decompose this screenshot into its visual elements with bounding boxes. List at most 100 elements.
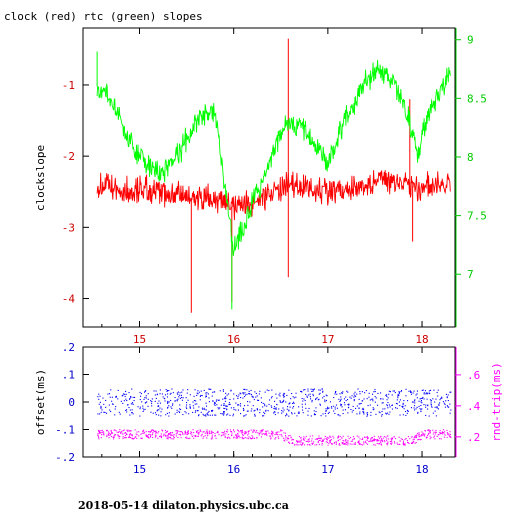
series-0-point	[99, 413, 101, 415]
series-0-point	[342, 391, 344, 393]
series-1-point	[386, 440, 388, 442]
series-0-point	[143, 409, 145, 411]
series-1-point	[326, 436, 328, 438]
series-1-point	[380, 442, 382, 444]
series-0-point	[407, 410, 409, 412]
bottom-plot: 15 16 17 18.2.10-.1-.2.6.4.2 offset(ms) rnd…	[34, 341, 503, 476]
series-0-point	[423, 404, 425, 406]
series-1-point	[169, 436, 171, 438]
series-1-point	[128, 437, 130, 439]
series-1-point	[207, 435, 209, 437]
series-1-point	[247, 434, 249, 436]
series-1-point	[241, 436, 243, 438]
series-1-point	[373, 444, 375, 446]
series-0-point	[223, 411, 225, 413]
series-0-point	[195, 410, 197, 412]
series-1-point	[201, 433, 203, 435]
series-0-point	[200, 411, 202, 413]
series-1-point	[243, 437, 245, 439]
series-1-point	[266, 433, 268, 435]
series-0-point	[410, 391, 412, 393]
series-1-point	[193, 437, 195, 439]
series-1-point	[200, 435, 202, 437]
series-0-point	[194, 411, 196, 413]
series-1-point	[414, 435, 416, 437]
series-1-point	[366, 436, 368, 438]
series-1-point	[446, 436, 448, 438]
series-1-point	[357, 440, 359, 442]
series-1-point	[135, 436, 137, 438]
series-0-point	[430, 399, 432, 401]
x-tick-label: 18	[415, 463, 428, 476]
series-0-point	[118, 411, 120, 413]
series-1-point	[204, 432, 206, 434]
series-1-point	[428, 432, 430, 434]
series-1-point	[412, 441, 414, 443]
series-1-point	[153, 430, 155, 432]
series-1-point	[140, 437, 142, 439]
series-0-point	[131, 409, 133, 411]
series-0-point	[338, 398, 340, 400]
series-1-point	[103, 434, 105, 436]
series-1-point	[333, 437, 335, 439]
series-1-point	[130, 433, 132, 435]
series-0-point	[215, 400, 217, 402]
series-0-point	[359, 411, 361, 413]
series-1-point	[270, 433, 272, 435]
series-1-point	[169, 432, 171, 434]
series-1-point	[339, 444, 341, 446]
series-1-point	[261, 430, 263, 432]
series-0-point	[180, 408, 182, 410]
series-0-point	[434, 406, 436, 408]
series-0-point	[361, 391, 363, 393]
series-0-point	[153, 390, 155, 392]
series-0-point	[147, 393, 149, 395]
series-1-point	[200, 430, 202, 432]
series-1-point	[439, 438, 441, 440]
series-0-point	[449, 391, 451, 393]
series-0-point	[125, 393, 127, 395]
series-0-point	[444, 403, 446, 405]
series-1-point	[393, 441, 395, 443]
series-1-point	[171, 432, 173, 434]
series-1-point	[198, 432, 200, 434]
series-0-point	[230, 407, 232, 409]
series-1-point	[175, 430, 177, 432]
series-1-point	[286, 437, 288, 439]
series-0-point	[159, 393, 161, 395]
series-0-point	[308, 394, 310, 396]
series-0-point	[214, 414, 216, 416]
series-0-point	[235, 409, 237, 411]
series-0-point	[392, 390, 394, 392]
series-1-point	[229, 437, 231, 439]
series-1-point	[221, 434, 223, 436]
series-1-point	[145, 434, 147, 436]
series-0-point	[302, 412, 304, 414]
series-0-point	[139, 406, 141, 408]
series-1-point	[134, 436, 136, 438]
series-0-point	[331, 407, 333, 409]
series-1-point	[284, 438, 286, 440]
series-1-point	[264, 433, 266, 435]
series-1-point	[226, 431, 228, 433]
series-1-point	[222, 432, 224, 434]
series-1-point	[417, 439, 419, 441]
series-0-point	[139, 408, 141, 410]
series-0-point	[282, 411, 284, 413]
series-0-point	[155, 397, 157, 399]
series-1-point	[284, 440, 286, 442]
series-1-point	[306, 440, 308, 442]
series-1-point	[272, 432, 274, 434]
series-0-point	[232, 415, 234, 417]
series-1-point	[125, 433, 127, 435]
series-1-point	[222, 434, 224, 436]
series-1-point	[153, 430, 155, 432]
series-1-point	[289, 434, 291, 436]
series-1-point	[449, 436, 451, 438]
series-1-point	[269, 435, 271, 437]
series-1-point	[231, 434, 233, 436]
series-0-point	[244, 405, 246, 407]
series-1-point	[224, 430, 226, 432]
series-0-point	[373, 408, 375, 410]
x-tick-label: 16	[227, 333, 240, 346]
